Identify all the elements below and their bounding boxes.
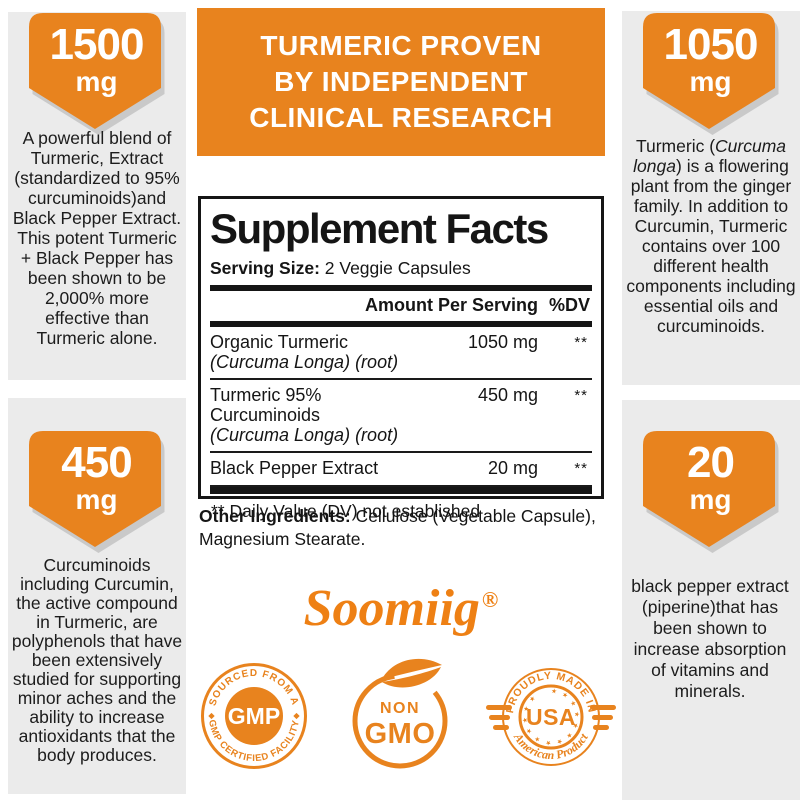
dosage-value: 1500 [49,20,145,69]
diamond-icon [208,712,215,720]
usa-center-text: USA [526,704,576,730]
desc-latin-name: Curcuma longa [633,136,787,176]
ribbon-shield-icon [29,431,165,553]
headline-line-2: BY INDEPENDENT [274,66,528,97]
serving-size-label: Serving Size: [210,258,320,278]
wing-stripes-icon [486,705,616,730]
dosage-value: 450 [61,438,132,487]
ribbon-shield-icon [29,13,165,135]
seal-circle-ring [352,673,448,769]
dosage-badge-1500mg: 1500 mg [28,12,165,136]
leaf-icon [382,658,442,688]
ingredient-name: Turmeric 95% Curcuminoids [210,385,322,425]
diamond-icon [293,712,300,720]
facts-header-row: Amount Per Serving %DV [210,291,592,321]
ribbon-shield-icon [643,431,779,553]
headline-line-1: TURMERIC PROVEN [260,30,542,61]
other-ingredients: Other Ingredients: Cellulose (Vegetable … [199,505,605,551]
gmp-certified-seal: SOURCED FROM A GMP CERTIFIED FACILITY GM… [201,663,307,769]
dv-footnote: ** Daily Value (DV) not established [211,501,481,521]
ingredient-dv: ** [574,387,588,404]
serving-size: Serving Size: 2 Veggie Capsules [210,258,592,279]
description-black-pepper: black pepper extract (piperine)that has … [631,576,789,701]
brand-wordmark: Soomiig® [198,572,604,637]
ingredient-detail: (Curcuma Longa) (root) [210,425,399,445]
headline-banner: TURMERIC PROVEN BY INDEPENDENT CLINICAL … [197,8,605,156]
non-gmo-line1: NON [380,700,420,717]
ingredient-row: Organic Turmeric (Curcuma Longa) (root) … [210,327,592,380]
headline-line-3: CLINICAL RESEARCH [249,102,553,133]
non-gmo-line2: GMO [365,718,436,750]
ingredient-name: Organic Turmeric [210,332,349,352]
description-turmeric-plant: Turmeric (Curcuma longa) is a flowering … [623,136,799,336]
dv-header: %DV [548,295,590,315]
dosage-value: 20 [687,438,735,487]
ingredient-dv: ** [574,334,588,351]
desc-pre: Turmeric ( [635,136,716,156]
other-ingredients-label: Other Ingredients: [199,506,351,526]
dosage-badge-450mg: 450 mg [28,430,165,554]
divider-thick-bar [210,487,592,494]
ingredient-detail: (Curcuma Longa) (root) [210,352,399,372]
description-curcuminoids: Curcuminoids including Curcumin, the act… [11,555,183,765]
non-gmo-seal: NON GMO [352,658,448,769]
other-ingredients-value: Cellulose (Vegetable Capsule), Magnesium… [199,506,596,549]
ingredient-name: Black Pepper Extract [210,458,379,478]
dosage-unit: mg [75,484,118,515]
brand-name: Soomiig [303,580,480,637]
divider-thick-bar [210,285,592,291]
desc-post: ) is a flowering plant from the ginger f… [626,156,796,336]
seal-center-disc [225,687,283,745]
ingredient-amount: 20 mg [487,458,538,478]
amount-per-serving-header: Amount Per Serving [364,295,538,315]
dosage-badge-20mg: 20 mg [642,430,779,554]
description-blend: A powerful blend of Turmeric, Extract (s… [12,128,182,348]
gmp-center-text: GMP [228,703,280,729]
ingredient-row: Black Pepper Extract 20 mg ** [210,453,592,487]
dosage-badge-1050mg: 1050 mg [642,12,779,136]
ingredient-row: Turmeric 95% Curcuminoids (Curcuma Longa… [210,380,592,453]
seal-outer-ring [201,663,307,769]
dosage-unit: mg [689,484,732,515]
ingredient-amount: 1050 mg [467,332,538,352]
seal-outer-ring [502,668,600,766]
ingredient-amount: 450 mg [477,385,538,405]
registered-trademark-icon: ® [481,587,499,612]
supplement-facts-title: Supplement Facts [210,205,549,252]
serving-size-value: 2 Veggie Capsules [319,258,471,278]
ingredient-dv: ** [574,460,588,477]
ribbon-shield-icon [643,13,779,135]
seal-inner-ring [518,684,584,750]
dosage-value: 1050 [663,20,759,69]
dosage-unit: mg [75,66,118,97]
supplement-facts-panel: Supplement Facts Serving Size: 2 Veggie … [198,196,604,521]
divider-thick-bar [210,321,592,327]
made-in-usa-seal: PROUDLY MADE IN American Product ★ ★ ★ ★… [486,668,616,766]
dosage-unit: mg [689,66,732,97]
